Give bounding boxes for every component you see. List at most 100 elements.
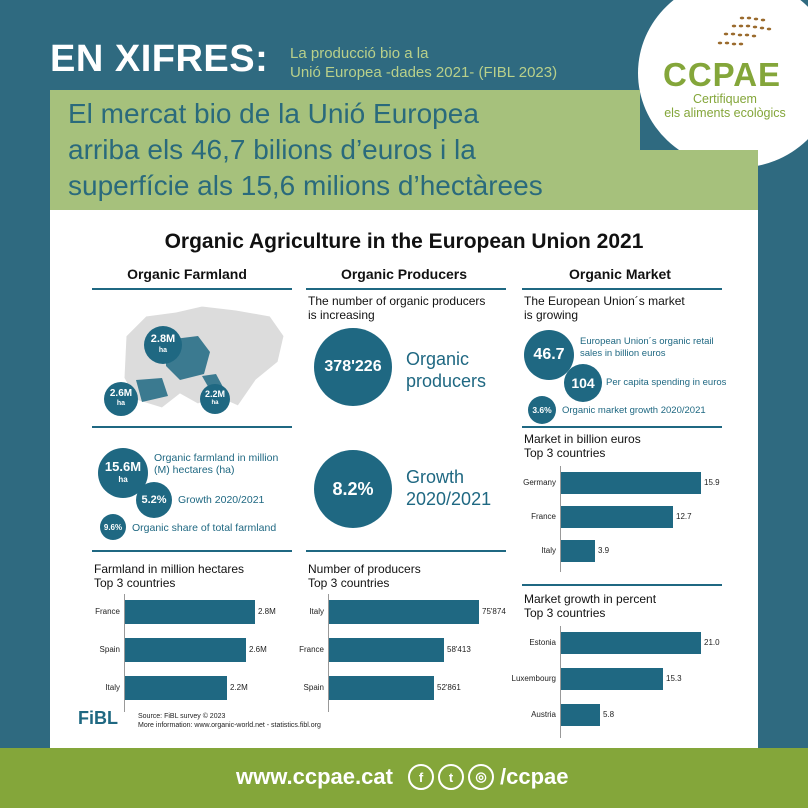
market-rule-2 <box>522 426 722 428</box>
bar-category-label: Estonia <box>529 638 556 647</box>
producers-intro-line1: The number of organic producers <box>308 294 486 308</box>
market-intro: The European Union´s market is growing <box>524 294 724 322</box>
producers-chart-title-line1: Number of producers <box>308 562 421 576</box>
market-retail-circle: 46.7 <box>524 330 574 380</box>
bar <box>561 472 701 494</box>
bar-value-label: 3.9 <box>598 546 610 555</box>
chart-axis <box>560 466 561 572</box>
farmland-rule-2 <box>92 426 292 428</box>
market-rule-3 <box>522 584 722 586</box>
market-chart2-title-line2: Top 3 countries <box>524 606 606 620</box>
bar-category-label: Italy <box>309 607 324 616</box>
market-intro-line1: The European Union´s market <box>524 294 685 308</box>
header-subtitle: La producció bio a la Unió Europea -dade… <box>290 44 557 82</box>
bar-value-label: 5.8 <box>603 710 615 719</box>
bar <box>329 600 479 624</box>
map-label-france: 2.8M ha <box>144 326 182 364</box>
farmland-total-text: Organic farmland in million (M) hectares… <box>154 452 279 476</box>
bar-value-label: 15.3 <box>666 674 682 683</box>
producers-count-text-line1: Organic <box>406 349 470 369</box>
bar-value-label: 2.8M <box>258 607 276 616</box>
bar-category-label: Austria <box>531 710 556 719</box>
bar-value-label: 2.2M <box>230 683 248 692</box>
market-chart2-title: Market growth in percent Top 3 countries <box>524 592 724 620</box>
farmland-title: Organic Farmland <box>127 266 247 282</box>
bar-category-label: Spain <box>99 645 120 654</box>
bar <box>125 676 227 700</box>
producers-growth-text-line1: Growth <box>406 467 465 487</box>
logo-tagline-line2: els aliments ecològics <box>664 106 786 120</box>
bar <box>561 668 663 690</box>
logo-tagline-line1: Certifiquem <box>693 92 757 106</box>
market-growth-circle: 3.6% <box>528 396 556 424</box>
producers-chart-title: Number of producers Top 3 countries <box>308 562 508 590</box>
facebook-icon[interactable]: f <box>408 764 434 790</box>
producers-count-text: Organic producers <box>406 348 516 392</box>
producers-count-circle: 378'226 <box>314 328 392 406</box>
bar-value-label: 2.6M <box>249 645 267 654</box>
footer-bar: www.ccpae.cat f t ◎ /ccpae <box>0 748 808 808</box>
bar-category-label: France <box>299 645 324 654</box>
chart-axis <box>560 626 561 738</box>
farmland-rule-3 <box>92 550 292 552</box>
market-rule <box>522 288 722 290</box>
bar-category-label: France <box>95 607 120 616</box>
bar-category-label: Italy <box>105 683 120 692</box>
source-note: Source: FiBL survey © 2023 More informat… <box>138 712 321 730</box>
source-note-line2: More information: www.organic-world.net … <box>138 722 321 729</box>
bar <box>561 506 673 528</box>
header-subtitle-line2: Unió Europea -dades 2021- (FIBL 2023) <box>290 64 558 81</box>
bar-value-label: 12.7 <box>676 512 692 521</box>
market-percapita-circle: 104 <box>564 364 602 402</box>
twitter-icon[interactable]: t <box>438 764 464 790</box>
producers-count-text-line2: producers <box>406 371 487 391</box>
header-title: EN XIFRES: <box>50 38 269 80</box>
producers-growth-circle: 8.2% <box>314 450 392 528</box>
bar-value-label: 15.9 <box>704 478 720 487</box>
logo-name: CCPAE <box>663 56 782 93</box>
farmland-growth-text: Growth 2020/2021 <box>178 494 265 506</box>
farmland-chart-title-line2: Top 3 countries <box>94 576 176 590</box>
headline-line2: arriba els 46,7 bilions d’euros i la <box>68 134 476 165</box>
market-percapita-text: Per capita spending in euros <box>606 377 727 388</box>
bar-category-label: Luxembourg <box>511 674 556 683</box>
wheat-dots-icon <box>717 16 772 46</box>
market-growth-text: Organic market growth 2020/2021 <box>562 405 706 416</box>
bar <box>329 638 444 662</box>
header-subtitle-line1: La producció bio a la <box>290 45 429 62</box>
market-retail-text: European Union´s organic retail sales in… <box>580 336 740 360</box>
bar <box>561 704 600 726</box>
fibl-logo: FiBL <box>78 708 118 728</box>
farmland-chart-title: Farmland in million hectares Top 3 count… <box>94 562 294 590</box>
headline-line3: superfície als 15,6 milions d’hectàrees <box>68 170 543 201</box>
headline: El mercat bio de la Unió Europea arriba … <box>68 96 668 204</box>
market-chart2-title-line1: Market growth in percent <box>524 592 657 606</box>
bar <box>125 600 255 624</box>
market-retail-text-line1: European Union´s organic retail <box>580 336 714 347</box>
market-chart1-title-line2: Top 3 countries <box>524 446 606 460</box>
headline-line1: El mercat bio de la Unió Europea <box>68 98 479 129</box>
infographic-title: Organic Agriculture in the European Unio… <box>164 230 644 253</box>
farmland-growth-circle: 5.2% <box>136 482 172 518</box>
instagram-icon[interactable]: ◎ <box>468 764 494 790</box>
market-chart1-title-line1: Market in billion euros <box>524 432 641 446</box>
producers-growth-text: Growth 2020/2021 <box>406 466 516 510</box>
market-chart1-title: Market in billion euros Top 3 countries <box>524 432 724 460</box>
footer-url[interactable]: www.ccpae.cat <box>236 764 393 789</box>
producers-rule <box>306 288 506 290</box>
footer-handle[interactable]: /ccpae <box>500 764 569 789</box>
bar-value-label: 21.0 <box>704 638 720 647</box>
producers-growth-text-line2: 2020/2021 <box>406 489 492 509</box>
bar-value-label: 75'874 <box>482 607 506 616</box>
producers-intro: The number of organic producers is incre… <box>308 294 508 322</box>
market-intro-line2: is growing <box>524 308 579 322</box>
bar-category-label: France <box>531 512 556 521</box>
market-title: Organic Market <box>569 266 671 282</box>
bar-category-label: Germany <box>523 478 556 487</box>
map-label-italy: 2.2M ha <box>200 384 230 414</box>
producers-rule-2 <box>306 550 506 552</box>
farmland-rule <box>92 288 292 290</box>
source-note-line1: Source: FiBL survey © 2023 <box>138 713 226 720</box>
logo-tagline: Certifiquem els aliments ecològics <box>660 92 790 120</box>
bar <box>329 676 434 700</box>
